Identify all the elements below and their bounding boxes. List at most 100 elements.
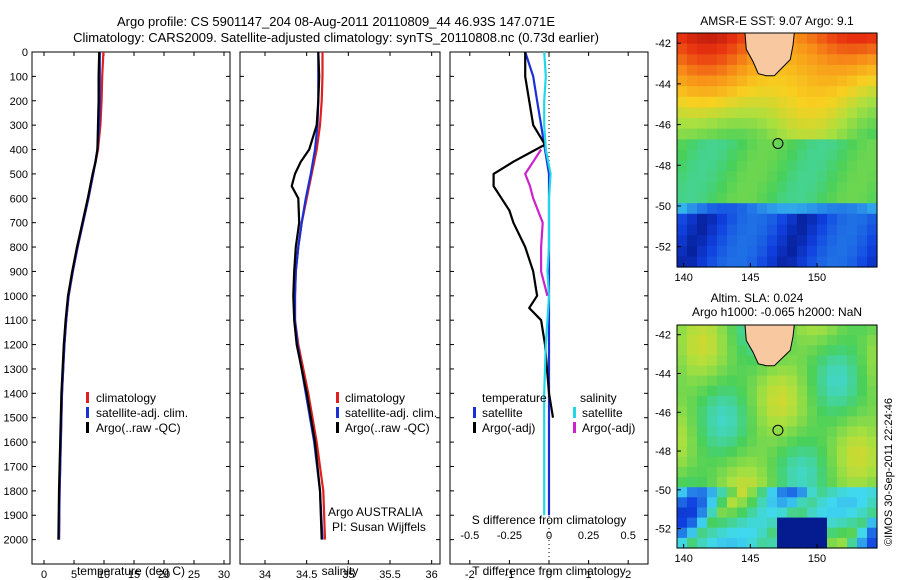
map-cell <box>807 118 818 130</box>
map-cell <box>807 355 818 367</box>
map-cell <box>757 171 768 183</box>
map-cell <box>847 466 858 478</box>
map-cell <box>717 256 728 268</box>
x-tick-label: 30 <box>218 569 230 580</box>
x-tick-label: 25 <box>188 569 200 580</box>
map-cell <box>697 33 708 45</box>
map-cell <box>837 487 848 498</box>
map-cell <box>767 150 778 162</box>
map-cell <box>737 203 748 215</box>
map-cell <box>697 181 708 194</box>
map-cell <box>697 365 708 377</box>
map-cell <box>867 203 878 215</box>
map-cell <box>777 487 788 498</box>
map-cell <box>747 64 758 77</box>
map-cell <box>727 477 738 488</box>
map-cell <box>737 86 748 98</box>
map-cell <box>867 426 878 438</box>
map-cell <box>857 256 868 268</box>
map-cell <box>767 107 778 119</box>
map-cell <box>717 497 728 508</box>
map-cell <box>687 150 698 162</box>
map-cell <box>737 456 748 468</box>
x-tick-label: 35 <box>342 569 354 580</box>
map-cell <box>707 245 718 257</box>
map-cell <box>737 375 748 387</box>
map-cell <box>797 224 808 236</box>
map-cell <box>847 416 858 427</box>
map-cell <box>677 107 688 119</box>
map-cell <box>717 171 728 183</box>
map-cell <box>737 54 748 66</box>
map-cell <box>817 406 828 417</box>
map-cell <box>817 64 828 77</box>
y-tick-label: 1600 <box>4 437 28 449</box>
x-tick-label: -2 <box>465 569 475 580</box>
map-cell <box>767 517 778 529</box>
map-cell <box>727 203 738 215</box>
map-cell <box>797 345 808 356</box>
map-cell <box>847 396 858 407</box>
map-cell <box>677 181 688 194</box>
y-tick-label: 1500 <box>4 413 28 425</box>
map-cell <box>787 75 798 87</box>
map-cell <box>817 213 828 225</box>
map-cell <box>687 446 698 458</box>
map-cell <box>797 171 808 183</box>
map-cell <box>847 426 858 438</box>
map-cell <box>757 256 768 268</box>
map-cell <box>827 396 838 407</box>
map-cell <box>787 64 798 77</box>
map-cell <box>837 466 848 478</box>
temperature-plot: 0100200300400500600700800900100011001200… <box>4 47 231 580</box>
map-cell <box>727 325 738 336</box>
map-cell <box>857 537 868 549</box>
map-cell <box>797 118 808 130</box>
map-cell <box>817 245 828 257</box>
map-cell <box>767 466 778 478</box>
map-cell <box>737 335 748 346</box>
map-cell <box>847 96 858 108</box>
map-cell <box>807 446 818 458</box>
map-cell <box>817 33 828 45</box>
map-cell <box>737 160 748 172</box>
map-cell <box>827 96 838 108</box>
map-cell <box>797 325 808 336</box>
x-tick-label: 145 <box>741 553 759 565</box>
map-cell <box>777 256 788 268</box>
map-cell <box>687 64 698 77</box>
map-cell <box>707 466 718 478</box>
map-cell <box>847 406 858 417</box>
salinity-xlabel: salinity <box>322 564 359 578</box>
map-cell <box>747 396 758 407</box>
map-cell <box>717 86 728 98</box>
map-cell <box>707 396 718 407</box>
map-cell <box>717 33 728 45</box>
map-cell <box>777 517 788 529</box>
map-cell <box>767 75 778 87</box>
map-cell <box>697 537 708 549</box>
map-cell <box>787 128 798 140</box>
temperature-plot-frame <box>31 51 231 565</box>
map-cell <box>757 139 768 151</box>
map-cell <box>687 345 698 356</box>
map-cell <box>807 385 818 397</box>
map-cell <box>707 86 718 98</box>
map-cell <box>787 426 798 438</box>
map-cell <box>687 466 698 478</box>
map-cell <box>727 497 738 508</box>
map-cell <box>727 235 738 247</box>
map-cell <box>857 245 868 257</box>
legend-swatch-t-argo <box>473 422 476 433</box>
map-cell <box>677 325 688 336</box>
map-cell <box>867 96 878 108</box>
map-cell <box>757 487 768 498</box>
difference-xlabel-top: S difference from climatology <box>472 513 627 527</box>
map-cell <box>797 385 808 397</box>
sst-map: -42 -44 -46 -48 -50 -52 140 145 150 <box>655 32 878 284</box>
map-cell <box>757 235 768 247</box>
map-cell <box>687 406 698 417</box>
map-cell <box>807 517 818 529</box>
map-cell <box>697 325 708 336</box>
map-cell <box>827 192 838 204</box>
